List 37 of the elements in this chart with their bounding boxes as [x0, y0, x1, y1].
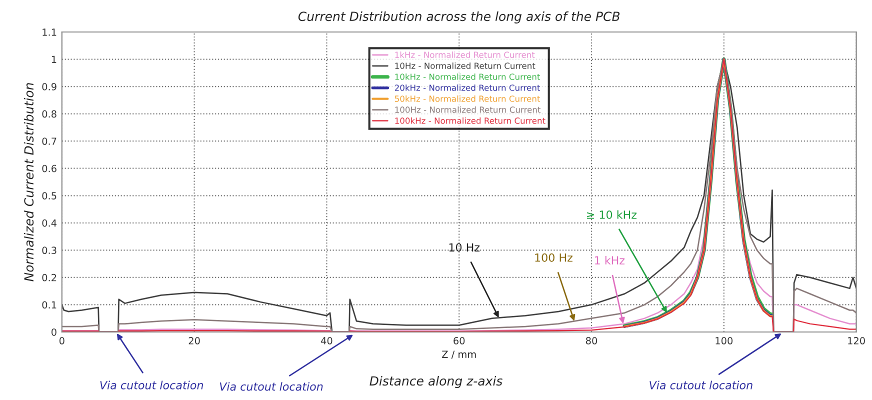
annotation: ≥ 10 kHz	[587, 210, 637, 219]
y-tick-label: 0.7	[42, 138, 56, 145]
y-tick-label: 0.8	[42, 110, 56, 118]
y-tick-label: 0.3	[42, 246, 56, 254]
annotation: Via cutout location	[100, 380, 203, 390]
annotation: 1 kHz	[595, 256, 625, 264]
legend-label: 50kHz - Normalized Return Current	[394, 95, 540, 102]
x-tick-label: 0	[59, 337, 64, 344]
chart-title: Current Distribution across the long axis of the PCB	[298, 11, 620, 24]
legend-label: 10kHz - Normalized Return Current	[395, 73, 540, 80]
y-tick-label: 0	[52, 328, 56, 336]
y-axis-title: Normalized Current Distribution	[24, 83, 34, 282]
y-tick-label: 0.2	[42, 274, 56, 282]
x-tick-label: 20	[188, 337, 200, 344]
x-tick-label: 100	[716, 337, 733, 344]
annotation: Via cutout location	[650, 380, 752, 390]
legend-label: 1kHz - Normalized Return Current	[395, 52, 535, 58]
annotation: 100 Hz	[535, 253, 572, 262]
annotation: 10 Hz	[449, 243, 480, 252]
legend-label: 100Hz - Normalized Return Current	[395, 106, 541, 113]
y-tick-label: 1	[52, 56, 56, 63]
x-tick-label: 80	[586, 337, 598, 344]
y-tick-label: 0.4	[42, 219, 57, 227]
y-tick-label: 1.1	[42, 28, 56, 36]
x-tick-label: 40	[321, 337, 332, 344]
x-tick-label: 120	[848, 337, 865, 344]
legend-label: 10Hz - Normalized Return Current	[395, 62, 536, 69]
legend-label: 100kHz - Normalized Return Current	[395, 117, 546, 124]
y-tick-label: 0.6	[42, 164, 56, 172]
text: Distance along z-axis	[370, 376, 502, 388]
y-tick-label: 0.5	[42, 192, 56, 200]
annotation: Via cutout location	[220, 382, 323, 391]
legend-label: 20kHz - Normalized Return Current	[394, 84, 540, 91]
y-tick-label: 0.9	[42, 83, 56, 90]
y-tick-label: 0.1	[42, 301, 56, 309]
x-axis-title: Z / mm	[442, 350, 476, 359]
x-tick-label: 60	[454, 337, 465, 344]
